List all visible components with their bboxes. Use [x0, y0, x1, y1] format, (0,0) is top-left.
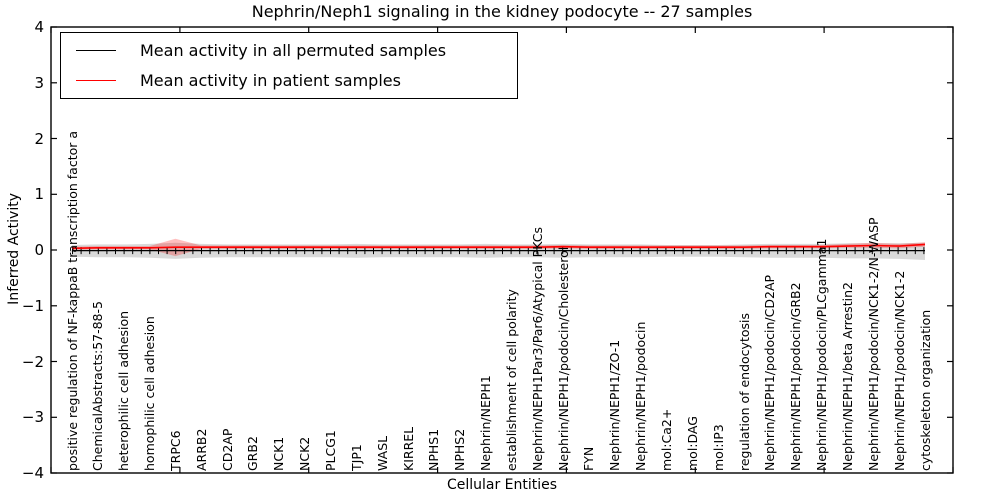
x-tick-label: TJP1	[348, 444, 364, 471]
y-tick-label: 3	[34, 73, 44, 92]
x-tick-label: CD2AP	[219, 428, 235, 471]
x-tick-label: Nephrin/NEPH1/beta Arrestin2	[839, 282, 855, 471]
x-tick-label: TRPC6	[167, 430, 183, 471]
x-tick-label: WASL	[374, 435, 390, 471]
y-tick-label: 0	[34, 241, 44, 259]
x-tick-label: ARRB2	[193, 428, 209, 471]
legend-label-permuted: Mean activity in all permuted samples	[140, 41, 447, 60]
x-tick-label: homophilic cell adhesion	[142, 316, 158, 471]
x-tick-label: Nephrin/NEPH1/podocin/Cholesterol	[555, 246, 571, 471]
x-tick-label: Nephrin/NEPH1/ZO-1	[607, 339, 623, 471]
x-tick-label: PLCG1	[322, 430, 338, 471]
x-tick-label: regulation of endocytosis	[736, 313, 752, 471]
x-tick-label: Nephrin/NEPH1/podocin/NCK1-2	[891, 270, 907, 471]
x-tick-label: NPHS1	[426, 428, 442, 471]
permuted-line-sample	[76, 50, 116, 51]
chart-title: Nephrin/Neph1 signaling in the kidney po…	[251, 2, 753, 21]
y-tick-label: −3	[21, 408, 44, 427]
y-tick-label: −2	[21, 352, 44, 371]
x-tick-label: NCK2	[297, 436, 313, 471]
x-tick-label: NCK1	[271, 436, 287, 471]
x-axis-label: Cellular Entities	[446, 477, 558, 493]
y-tick-label: −4	[21, 464, 44, 482]
patient-mean-line	[71, 243, 926, 250]
x-tick-label: Nephrin/NEPH1/podocin	[633, 321, 649, 471]
legend: Mean activity in all permuted samples Me…	[60, 32, 518, 99]
x-tick-label: Nephrin/NEPH1Par3/Par6/Atypical PKCs	[529, 227, 545, 471]
x-tick-label: mol:IP3	[710, 424, 726, 471]
x-tick-label: mol:DAG	[684, 416, 700, 471]
x-tick-label: Nephrin/NEPH1	[478, 375, 494, 471]
y-tick-label: 2	[34, 129, 44, 148]
x-tick-label: Nephrin/NEPH1/podocin/NCK1-2/N-WASP	[865, 217, 881, 471]
x-tick-label: KIRREL	[400, 426, 416, 471]
x-tick-label: heterophilic cell adhesion	[116, 310, 132, 471]
x-tick-label: positive regulation of NF-kappaB transcr…	[64, 130, 80, 471]
legend-entry-permuted: Mean activity in all permuted samples	[61, 36, 517, 66]
x-tick-label: Nephrin/NEPH1/podocin/GRB2	[788, 282, 804, 471]
x-tick-label: establishment of cell polarity	[503, 289, 519, 471]
legend-entry-patient: Mean activity in patient samples	[61, 66, 517, 96]
x-tick-label: mol:Ca2+	[659, 408, 674, 471]
x-tick-label: GRB2	[245, 436, 261, 471]
x-tick-label: FYN	[581, 446, 597, 471]
x-tick-label: Nephrin/NEPH1/podocin/CD2AP	[762, 274, 778, 471]
y-tick-label: 1	[34, 185, 44, 204]
y-tick-label: 4	[34, 18, 44, 36]
x-tick-label: ChemicalAbstracts:57-88-5	[90, 301, 106, 471]
x-tick-label: Nephrin/NEPH1/podocin/PLCgamma1	[814, 238, 830, 471]
legend-label-patient: Mean activity in patient samples	[140, 71, 401, 90]
patient-line-sample	[76, 80, 116, 81]
x-tick-label: NPHS2	[452, 428, 468, 471]
y-tick-label: −1	[21, 296, 44, 315]
x-tick-label: cytoskeleton organization	[917, 309, 933, 471]
